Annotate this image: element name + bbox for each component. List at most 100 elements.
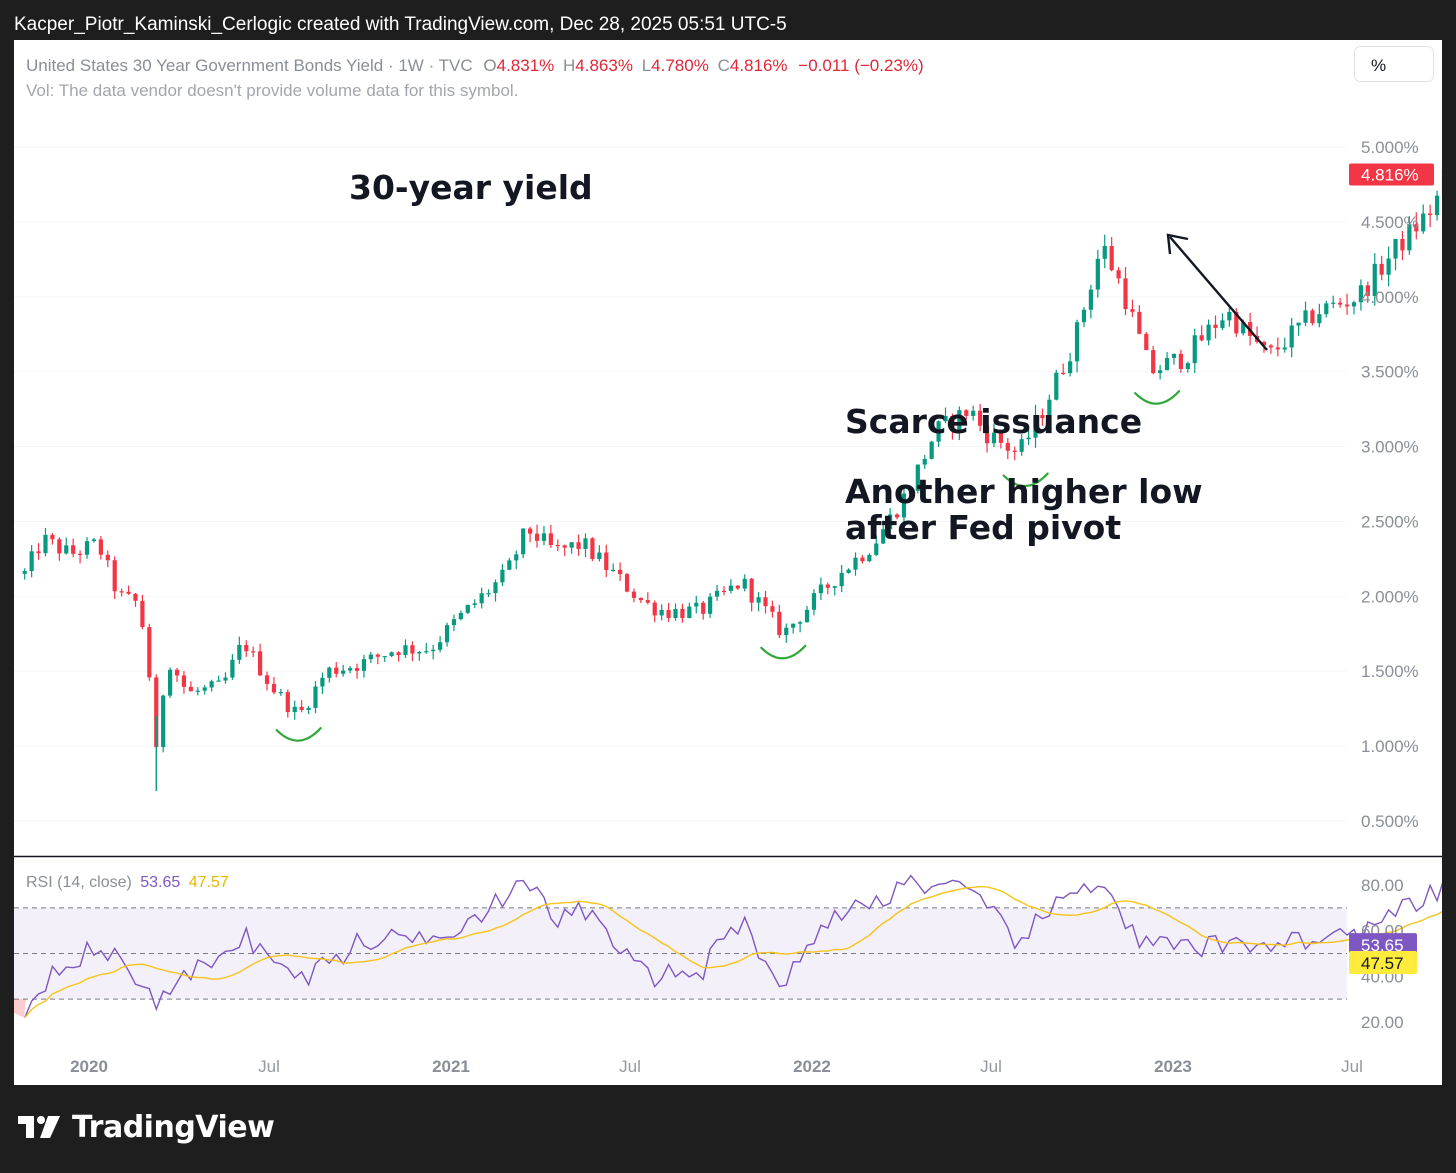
percent-scale-button[interactable]: % [1354, 46, 1434, 82]
arrow-shaft [1169, 236, 1268, 351]
candle-body [763, 597, 768, 607]
price-tick-label: 3.500% [1361, 363, 1419, 382]
rsi-tick-label: 20.00 [1361, 1013, 1404, 1032]
candle-body [313, 686, 318, 708]
candle-body [244, 644, 249, 652]
candle-body [91, 539, 97, 542]
candle-body [846, 569, 851, 573]
close-value: 4.816% [729, 56, 788, 75]
candle-body [1116, 270, 1121, 279]
symbol-name[interactable]: United States 30 Year Government Bonds Y… [26, 56, 473, 75]
candle-body [694, 602, 699, 607]
candle-body [687, 606, 692, 618]
candle-body [112, 560, 117, 592]
candle-body [479, 593, 484, 604]
candle-body [881, 529, 886, 544]
price-axis[interactable]: 5.000% 4.500% 4.000% 3.500% 3.000% 2.500% 2.00… [1349, 138, 1434, 831]
candle-body [327, 667, 332, 678]
candle-body [853, 557, 858, 570]
candle-body [708, 596, 713, 614]
open-value: 4.831% [496, 56, 555, 75]
candle-body [1199, 335, 1204, 341]
candle-body [555, 545, 560, 547]
candle-body [71, 545, 76, 554]
candle-body [811, 593, 817, 610]
candle-body [181, 675, 187, 687]
swing-low-marker [275, 727, 322, 742]
candle-body [188, 686, 193, 692]
candle-body [223, 677, 228, 681]
candle-body [784, 627, 789, 636]
candle-body [50, 534, 55, 540]
swing-low-marker [760, 644, 807, 660]
candle-body [1275, 347, 1280, 350]
time-tick-label: 2023 [1154, 1057, 1192, 1076]
volume-note: Vol: The data vendor doesn't provide vol… [26, 81, 519, 100]
rsi-ma-legend-value: 47.57 [188, 874, 229, 891]
percent-scale-label: % [1371, 56, 1387, 75]
candle-body [680, 608, 685, 618]
rsi-ma-value-label: 47.57 [1361, 954, 1404, 973]
candle-body [735, 585, 740, 589]
candle-body [1088, 289, 1093, 310]
candle-body [888, 514, 893, 530]
scarce-issuance-annotation: Scarce issuance [845, 402, 1143, 441]
candle-body [721, 590, 727, 593]
price-tick-label: 1.500% [1361, 662, 1419, 681]
candle-body [1185, 363, 1190, 369]
rsi-label[interactable]: RSI (14, close) [26, 874, 132, 891]
rsi-legend-value: 53.65 [140, 874, 181, 891]
swing-low-marker [1134, 390, 1181, 405]
candle-body [195, 690, 200, 692]
time-tick-label: Jul [1341, 1057, 1363, 1076]
candle-body [209, 681, 214, 688]
candle-body [1033, 414, 1038, 438]
price-chart[interactable]: 5.000% 4.500% 4.000% 3.500% 3.000% 2.500% 2.00… [14, 40, 1442, 1085]
candle-body [22, 571, 27, 574]
candle-body [396, 652, 401, 656]
candle-body [320, 677, 325, 687]
candle-body [929, 441, 934, 459]
candle-body [618, 569, 623, 575]
candle-body [444, 625, 450, 643]
change-value: −0.011 (−0.23%) [798, 56, 924, 75]
candle-body [528, 528, 533, 534]
chart-frame[interactable]: 5.000% 4.500% 4.000% 3.500% 3.000% 2.500% 2.00… [14, 40, 1442, 1085]
candle-body [1261, 341, 1267, 346]
candle-body [431, 649, 436, 652]
candle-body [1061, 372, 1066, 374]
higher-low-annotation-line1: Another higher low [845, 472, 1203, 511]
candle-body [777, 611, 782, 636]
candle-body [77, 553, 83, 556]
candle-body [458, 612, 463, 620]
arrow-head [1166, 233, 1189, 255]
candle-body [202, 687, 207, 691]
candle-body [451, 619, 457, 626]
rsi-oversold-fill [14, 999, 26, 1018]
candle-body [604, 552, 609, 570]
candle-body [991, 432, 997, 444]
low-label: L [641, 56, 652, 75]
candle-body [154, 677, 159, 748]
candle-body [915, 464, 920, 491]
open-label: O [483, 56, 497, 75]
candle-body [98, 539, 103, 555]
time-axis[interactable]: 2020Jul2021Jul2022Jul2023Jul2024Jul2025J… [70, 1057, 1442, 1076]
candle-body [174, 669, 180, 676]
candle-body [950, 415, 955, 430]
candle-body [1123, 278, 1128, 310]
candle-body [576, 542, 581, 549]
annotation-arrow [1166, 233, 1268, 351]
rsi-legend[interactable]: RSI (14, close) 53.65 47.57 [26, 874, 229, 892]
price-tick-label: 2.500% [1361, 512, 1419, 531]
rsi-ma-line [24, 885, 1442, 1019]
candle-body [1102, 245, 1107, 259]
candle-body [652, 602, 657, 616]
symbol-legend[interactable]: United States 30 Year Government Bonds Y… [26, 56, 924, 76]
candle-body [486, 593, 491, 595]
candle-body [1365, 285, 1370, 296]
candle-body [1386, 258, 1391, 275]
candle-body [1164, 357, 1170, 371]
candle-body [1012, 450, 1017, 452]
